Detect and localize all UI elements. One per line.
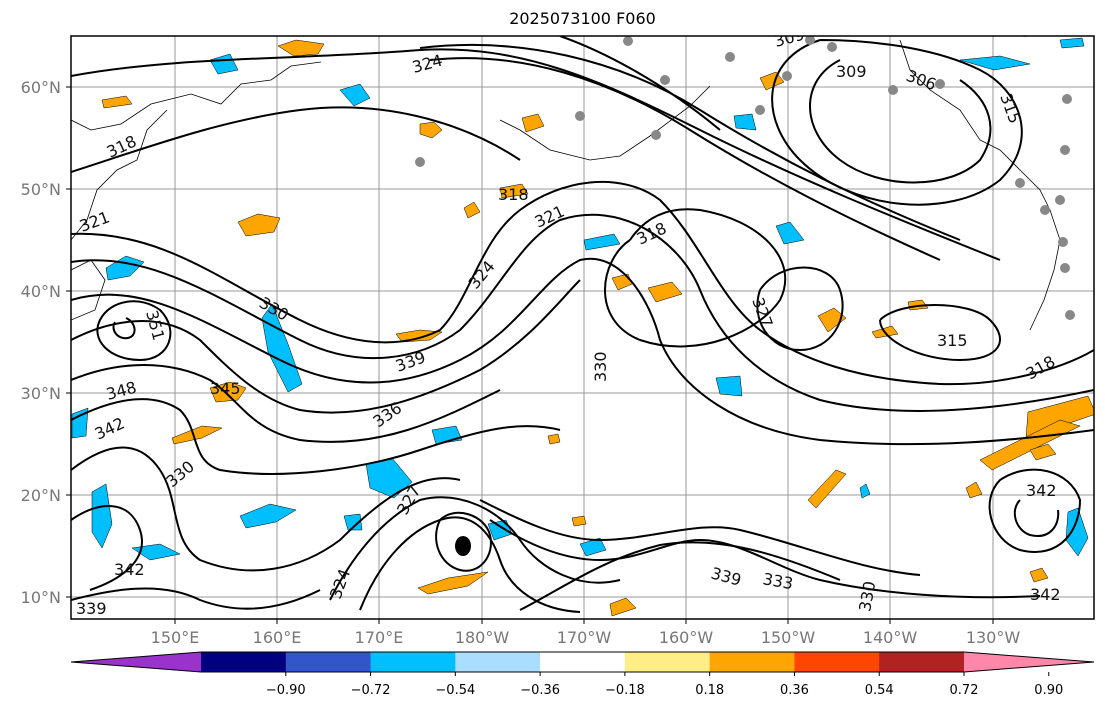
contour-label: 342 xyxy=(1030,585,1061,604)
lat-ticks xyxy=(66,86,71,598)
lat-label: 50°N xyxy=(21,180,61,199)
colorbar-segment xyxy=(794,652,880,672)
lon-ticks xyxy=(174,619,994,624)
colorbar-segment xyxy=(201,652,287,672)
colorbar-segment xyxy=(285,652,372,672)
colorbar-segment xyxy=(624,652,711,672)
lat-label: 20°N xyxy=(21,486,61,505)
map-content: 324 318 321 318 321 318 324 327 330 339 … xyxy=(71,36,1094,619)
colorbar-segment xyxy=(879,652,965,672)
contour-lines xyxy=(71,36,1094,613)
contour-label: 342 xyxy=(114,560,145,579)
colorbar-tick-label: −0.36 xyxy=(520,683,560,698)
contour-label: 309 xyxy=(836,62,867,81)
lon-label: 180°W xyxy=(455,628,510,647)
lon-labels: 150°E 160°E 170°E 180°W 170°W 160°W 150°… xyxy=(151,628,1021,647)
lat-label: 40°N xyxy=(21,282,61,301)
colorbar-extend-high xyxy=(964,652,1094,672)
colorbar-tick-label: −0.54 xyxy=(435,683,475,698)
lon-label: 150°E xyxy=(151,628,200,647)
contour-label: 315 xyxy=(937,331,968,350)
colorbar: −0.90 −0.72 −0.54 −0.36 −0.18 0.18 0.36 0.54 0.7… xyxy=(70,651,1095,698)
colorbar-segment xyxy=(370,652,456,672)
map-title: 2025073100 F060 xyxy=(509,9,656,28)
contour-label: 318 xyxy=(498,185,529,204)
colorbar-tick-label: 0.90 xyxy=(1034,683,1063,698)
coastlines xyxy=(71,39,1061,331)
colorbar-extend-low xyxy=(71,652,201,672)
lon-label: 170°W xyxy=(557,628,612,647)
colorbar-tick-label: 0.72 xyxy=(950,683,979,698)
lat-labels: 60°N 50°N 40°N 30°N 20°N 10°N xyxy=(21,78,61,607)
colorbar-outline xyxy=(70,651,1095,673)
station-dots xyxy=(415,36,1075,320)
contour-label: 339 xyxy=(76,599,107,618)
lon-label: 150°W xyxy=(761,628,816,647)
colorbar-tick-label: 0.54 xyxy=(865,683,894,698)
lat-label: 30°N xyxy=(21,384,61,403)
lon-label: 140°W xyxy=(863,628,918,647)
lat-label: 60°N xyxy=(21,78,61,97)
contour-label: 342 xyxy=(1026,481,1057,500)
colorbar-segment xyxy=(540,652,626,672)
lon-label: 160°E xyxy=(253,628,302,647)
colorbar-tick-label: −0.90 xyxy=(266,683,306,698)
colorbar-segment xyxy=(455,652,541,672)
lon-label: 170°E xyxy=(355,628,404,647)
cyclone-center xyxy=(455,536,471,556)
colorbar-tick-label: 0.18 xyxy=(695,683,724,698)
map-frame xyxy=(70,35,1095,620)
colorbar-tick-label: −0.72 xyxy=(351,683,391,698)
lon-label: 130°W xyxy=(966,628,1021,647)
colorbar-tick-label: 0.36 xyxy=(780,683,809,698)
colorbar-tick-label: −0.18 xyxy=(605,683,645,698)
lon-label: 160°W xyxy=(659,628,714,647)
colorbar-segment xyxy=(709,652,795,672)
positive-shading xyxy=(101,39,1094,617)
contour-label: 330 xyxy=(591,351,610,382)
contour-label: 345 xyxy=(210,379,241,398)
map-background xyxy=(71,36,1094,619)
lat-label: 10°N xyxy=(21,588,61,607)
